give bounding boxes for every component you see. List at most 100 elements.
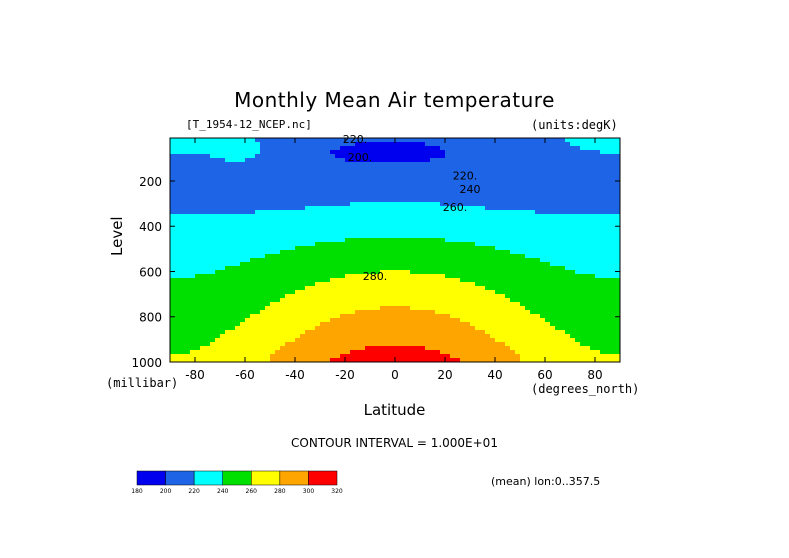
field-cell	[575, 338, 620, 343]
field-cell	[565, 330, 620, 335]
field-cell	[305, 206, 485, 211]
field-cell	[255, 210, 535, 215]
field-cell	[495, 338, 575, 343]
field-cell	[305, 286, 485, 291]
field-cell	[170, 158, 225, 163]
field-cell	[170, 310, 260, 315]
field-cell	[170, 154, 210, 159]
field-cell	[170, 266, 225, 271]
field-cell	[245, 318, 330, 323]
field-cell	[530, 310, 620, 315]
field-cell	[220, 334, 300, 339]
field-cell	[410, 270, 575, 275]
field-cell	[235, 326, 315, 331]
field-cell	[170, 234, 620, 239]
color-bar-label: 260	[246, 488, 258, 495]
field-cell	[380, 306, 410, 311]
color-bar-label: 200	[160, 488, 172, 495]
field-cell	[170, 182, 620, 187]
color-bar-swatch	[279, 470, 309, 486]
field-cell	[170, 150, 260, 155]
color-bar-swatch	[251, 470, 281, 486]
field-cell	[170, 290, 295, 295]
field-cell	[495, 290, 620, 295]
color-bar-label: 180	[131, 488, 143, 495]
field-cell	[280, 298, 510, 303]
field-cell	[340, 354, 450, 359]
field-cell	[260, 150, 330, 155]
field-cell	[425, 142, 570, 147]
field-cell	[170, 218, 620, 223]
field-cell	[170, 174, 620, 179]
file-name-label: [T_1954-12_NCEP.nc]	[186, 118, 312, 131]
field-cell	[440, 202, 620, 207]
field-cell	[265, 306, 380, 311]
field-cell	[485, 286, 620, 291]
field-cell	[410, 306, 525, 311]
field-cell	[555, 326, 620, 331]
field-cell	[510, 346, 590, 351]
field-cell	[450, 314, 540, 319]
field-cell	[170, 330, 225, 335]
field-cell	[170, 214, 620, 219]
field-cell	[495, 246, 620, 251]
field-cell	[170, 250, 280, 255]
field-cell	[170, 294, 285, 299]
field-cell	[430, 158, 620, 163]
field-cell	[340, 314, 450, 319]
field-cell	[210, 342, 285, 347]
field-cell	[350, 350, 440, 355]
field-cell	[170, 186, 620, 191]
field-cell	[170, 334, 220, 339]
field-cell	[265, 254, 525, 259]
field-cell	[505, 342, 580, 347]
field-cell	[345, 238, 445, 243]
field-cell	[170, 350, 190, 355]
field-cell	[285, 342, 505, 347]
field-cell	[170, 202, 350, 207]
field-cell	[170, 338, 215, 343]
field-cell	[335, 154, 445, 159]
field-cell	[170, 142, 260, 147]
field-cell	[170, 146, 260, 151]
field-cell	[460, 318, 545, 323]
contour-label: 220.	[453, 169, 478, 182]
field-cell	[460, 278, 620, 283]
field-cell	[440, 146, 580, 151]
field-cell	[195, 274, 345, 279]
field-cell	[550, 322, 620, 327]
field-cell	[340, 146, 440, 151]
field-cell	[595, 274, 620, 279]
y-tick-label: 400	[139, 220, 162, 234]
field-cell	[590, 346, 620, 351]
field-cell	[215, 338, 295, 343]
field-cell	[445, 274, 595, 279]
field-cell	[170, 242, 315, 247]
color-bar-swatch	[136, 470, 166, 486]
field-cell	[255, 138, 565, 143]
field-cell	[270, 354, 340, 359]
field-cell	[490, 334, 570, 339]
field-cell	[170, 138, 255, 143]
contour-label: 260.	[443, 201, 468, 214]
field-cell	[425, 346, 510, 351]
field-cell	[570, 334, 620, 339]
field-cell	[170, 346, 200, 351]
field-cell	[170, 162, 620, 167]
field-cell	[485, 206, 620, 211]
field-cell	[330, 318, 460, 323]
field-cell	[170, 238, 345, 243]
field-cell	[170, 254, 265, 259]
y-tick-label: 600	[139, 265, 162, 279]
field-cell	[170, 262, 240, 267]
field-cell	[365, 346, 425, 351]
field-cell	[345, 158, 430, 163]
y-tick-label: 800	[139, 311, 162, 325]
field-cell	[170, 302, 270, 307]
field-cell	[285, 294, 505, 299]
field-cell	[240, 262, 550, 267]
field-cell	[450, 354, 520, 359]
field-cell	[170, 190, 620, 195]
field-cell	[485, 330, 565, 335]
field-cell	[240, 322, 320, 327]
